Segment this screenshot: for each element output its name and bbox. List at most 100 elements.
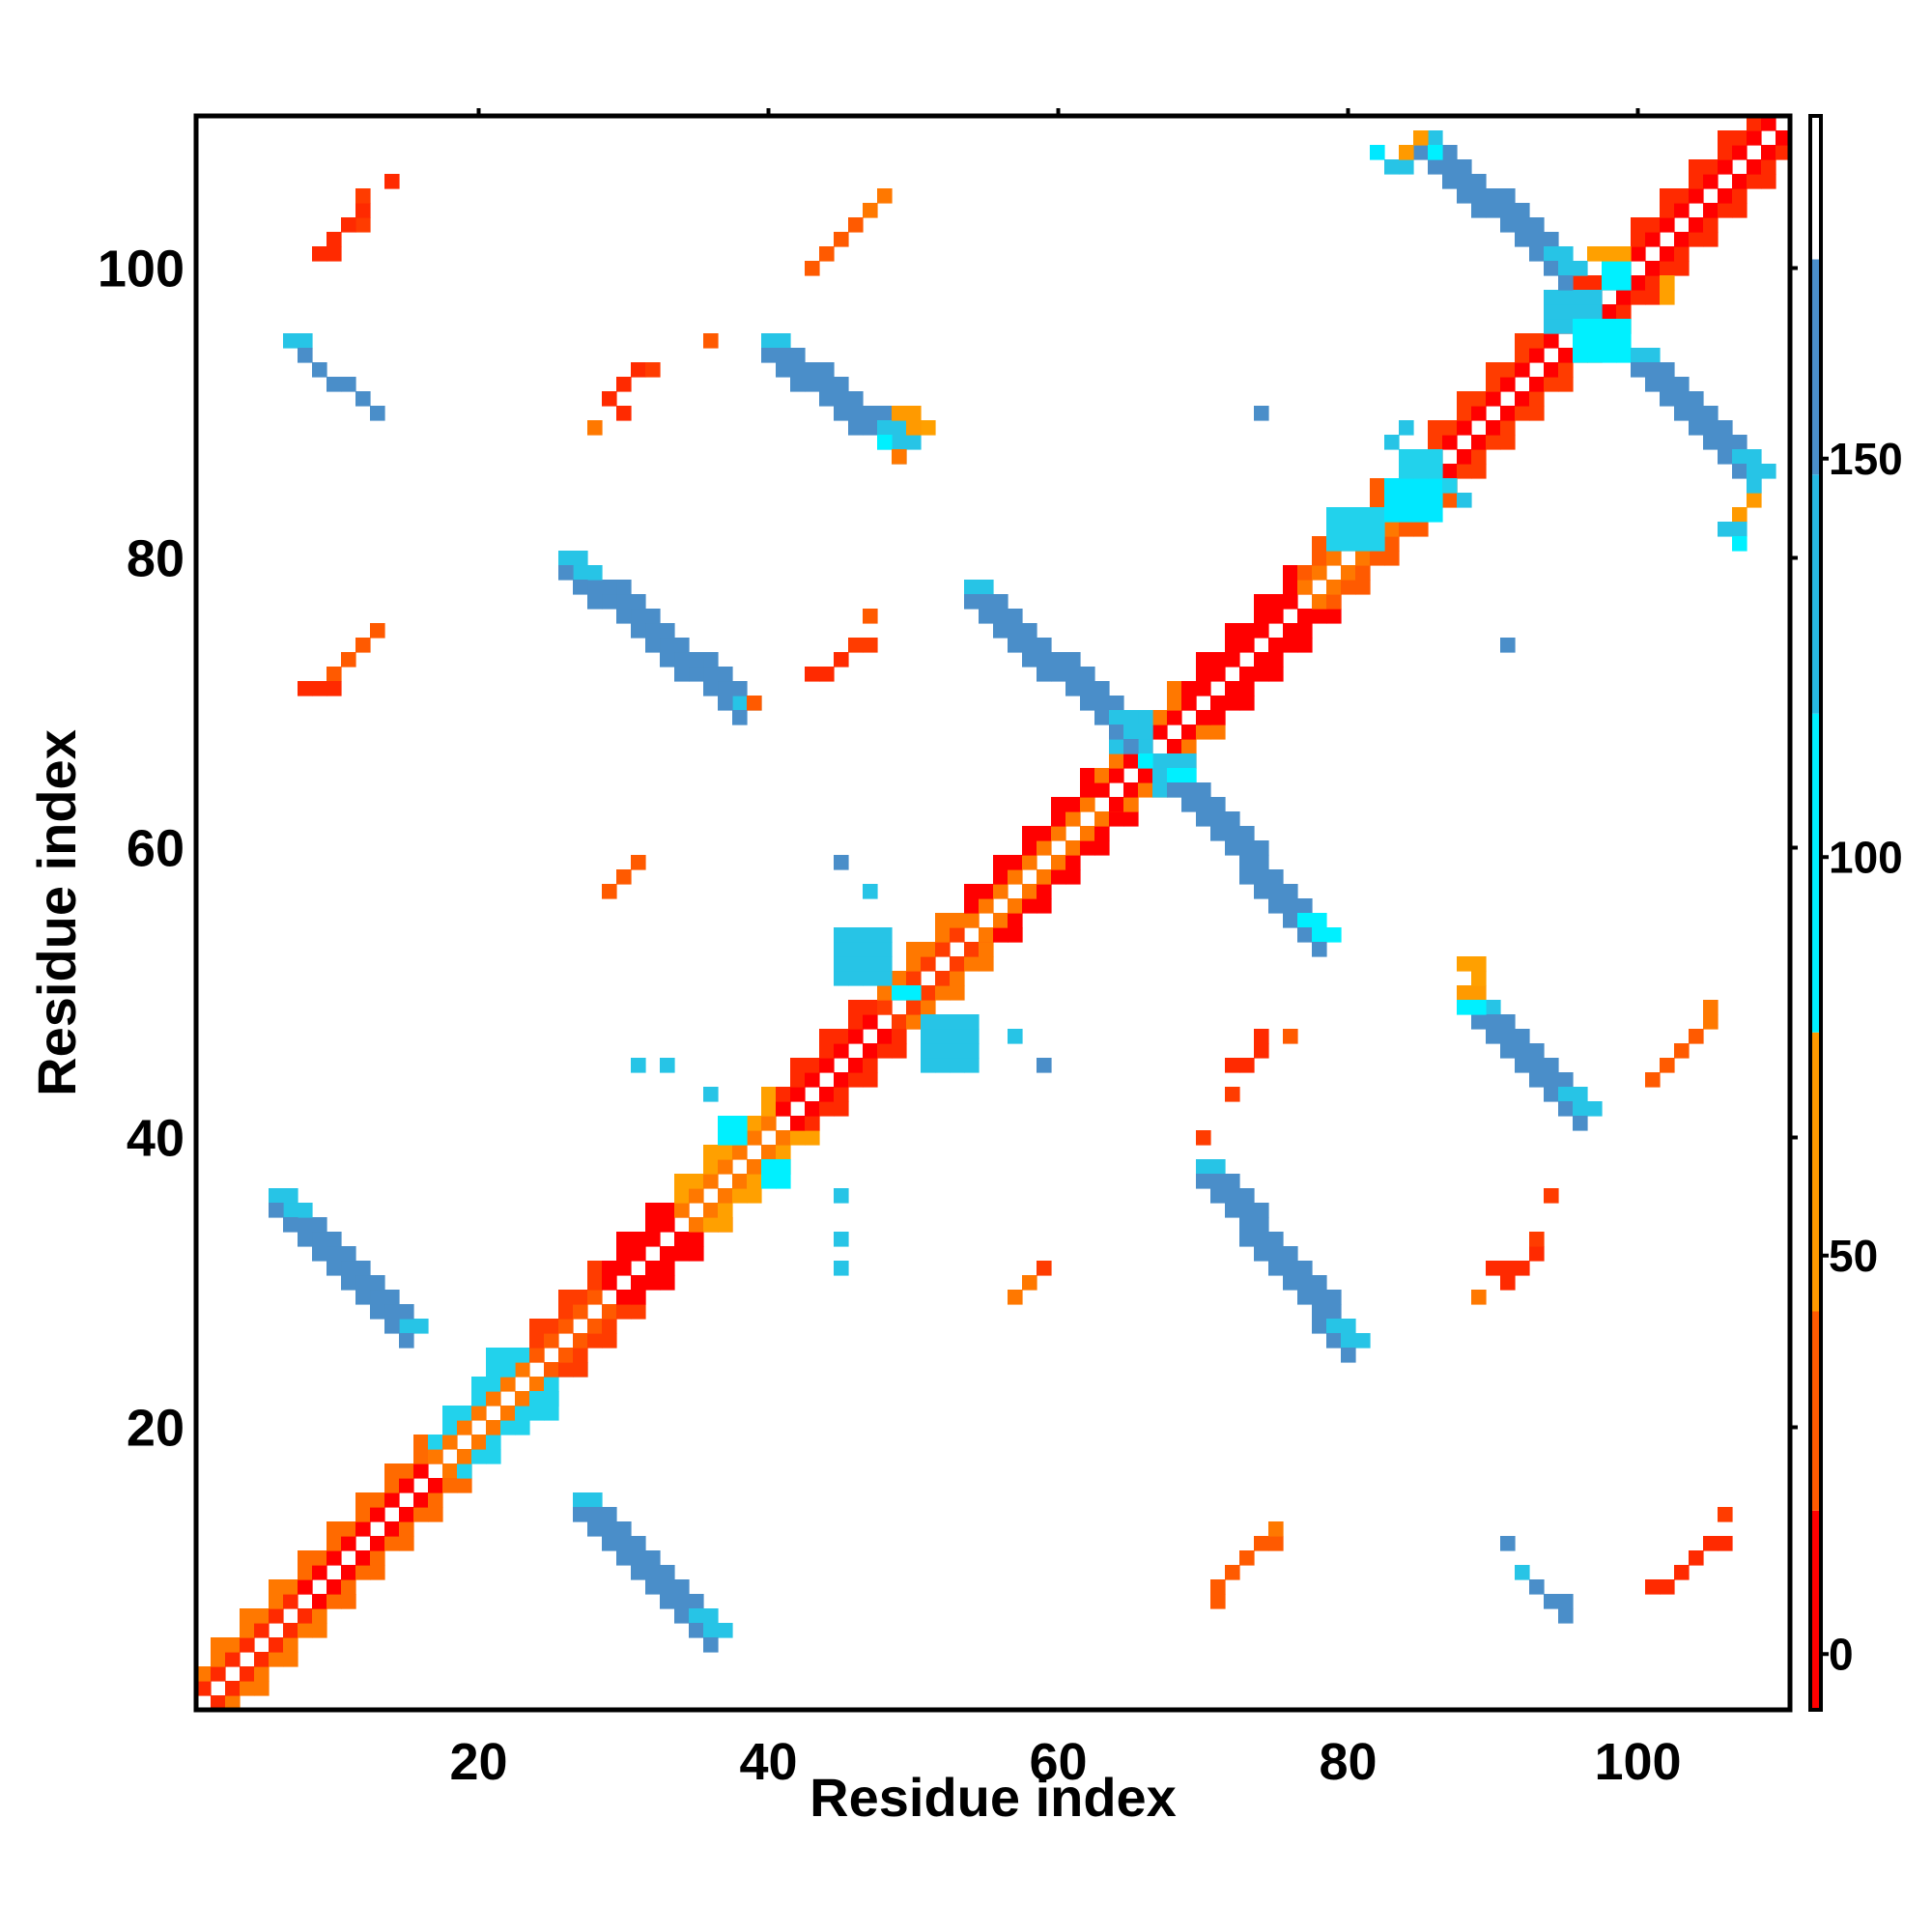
diagonal-cell [399, 1478, 414, 1493]
diagonal-cell [616, 1304, 632, 1320]
strand-cell [1544, 261, 1559, 276]
diagonal-cell [689, 1232, 704, 1247]
diagonal-cell [819, 1101, 835, 1117]
diagonal-cell [269, 1579, 284, 1595]
diagonal-cell [718, 1188, 733, 1204]
strand-cell [1326, 1304, 1342, 1320]
diagonal-cell [631, 1275, 646, 1291]
strand-cell [1210, 1174, 1226, 1189]
contact-cell [805, 261, 820, 276]
contact-cell [747, 696, 762, 711]
diagonal-cell [254, 1608, 270, 1624]
contact-blob-cell [1384, 478, 1400, 494]
diagonal-cell [979, 942, 994, 957]
diagonal-cell [761, 1145, 777, 1160]
contact-blob-cell [1399, 493, 1414, 508]
diagonal-cell [1080, 840, 1095, 856]
diagonal-cell [1167, 739, 1182, 754]
diagonal-cell [1689, 232, 1704, 247]
strand-cell [718, 696, 733, 711]
strand-cell [1008, 609, 1023, 624]
strand-cell [1558, 246, 1574, 262]
contact-cell [341, 217, 356, 233]
strand-cell [1326, 927, 1342, 943]
diagonal-cell [283, 1652, 298, 1667]
diagonal-cell [1544, 362, 1559, 378]
contact-blob-cell [1587, 319, 1603, 334]
contact-blob-cell [1138, 753, 1153, 769]
strand-cell [906, 435, 922, 450]
diagonal-cell [1718, 159, 1733, 175]
strand-cell [964, 594, 980, 610]
diagonal-cell [1457, 420, 1472, 436]
diagonal-cell [1051, 826, 1066, 841]
strand-cell [1094, 710, 1110, 725]
strand-cell [645, 609, 661, 624]
strand-cell [1109, 724, 1124, 740]
strand-cell [370, 1304, 385, 1320]
diagonal-cell [573, 1362, 588, 1378]
diagonal-cell [1283, 594, 1298, 610]
contact-blob-cell [1428, 493, 1443, 508]
diagonal-cell [1747, 130, 1762, 146]
strand-cell [1138, 724, 1153, 740]
diagonal-cell [1109, 768, 1124, 783]
diagonal-cell [1037, 840, 1052, 856]
diagonal-cell [1616, 290, 1632, 305]
strand-cell [1442, 159, 1458, 175]
strand-cell [355, 1275, 371, 1291]
strand-cell [1341, 1333, 1356, 1349]
diagonal-cell [761, 1087, 777, 1102]
diagonal-cell [1022, 855, 1037, 870]
contact-cell [1558, 1594, 1574, 1609]
diagonal-cell [471, 1391, 487, 1406]
x-tick-label: 40 [739, 1733, 797, 1791]
strand-cell [761, 348, 777, 363]
contact-cell [1674, 1565, 1690, 1580]
colorbar-tick-label: 150 [1829, 434, 1903, 484]
colorbar-band [1810, 116, 1821, 260]
contact-cell [1645, 1579, 1661, 1595]
colorbar-band [1810, 1510, 1821, 1710]
strand-cell [776, 333, 791, 349]
contact-cell [1674, 1043, 1690, 1059]
diagonal-cell [573, 1348, 588, 1363]
diagonal-cell [1167, 696, 1182, 711]
diagonal-cell [225, 1681, 241, 1696]
diagonal-cell [921, 1000, 936, 1015]
strand-cell [1022, 638, 1037, 653]
diagonal-cell [935, 942, 951, 957]
contact-blob-cell [964, 1058, 980, 1073]
contact-blob-cell [544, 1406, 559, 1421]
contact-blob-cell [776, 1159, 791, 1175]
diagonal-cell [1254, 594, 1269, 610]
contact-cell [1500, 1536, 1516, 1551]
diagonal-cell [384, 1478, 400, 1493]
contact-blob-cell [1587, 333, 1603, 349]
strand-cell [848, 420, 864, 436]
strand-cell [848, 406, 864, 421]
diagonal-cell [399, 1507, 414, 1522]
strand-cell [819, 362, 835, 378]
diagonal-cell [1109, 797, 1124, 812]
diagonal-cell [1196, 652, 1211, 668]
diagonal-cell [298, 1579, 313, 1595]
strand-cell [1239, 1232, 1255, 1247]
diagonal-cell [703, 1145, 719, 1160]
contact-blob-cell [1370, 522, 1385, 537]
contact-blob-cell [500, 1348, 516, 1363]
diagonal-cell [240, 1681, 255, 1696]
diagonal-cell [1297, 623, 1313, 639]
strand-cell [1210, 797, 1226, 812]
contact-cell [863, 609, 878, 624]
diagonal-cell [964, 913, 980, 928]
contact-cell [1703, 1014, 1719, 1030]
diagonal-cell [327, 1521, 342, 1537]
diagonal-cell [834, 1087, 849, 1102]
diagonal-cell [674, 1188, 690, 1204]
contact-cell [1718, 1536, 1733, 1551]
diagonal-cell [1631, 290, 1646, 305]
strand-cell [834, 391, 849, 407]
diagonal-cell [558, 1319, 574, 1334]
diagonal-cell [515, 1348, 530, 1363]
